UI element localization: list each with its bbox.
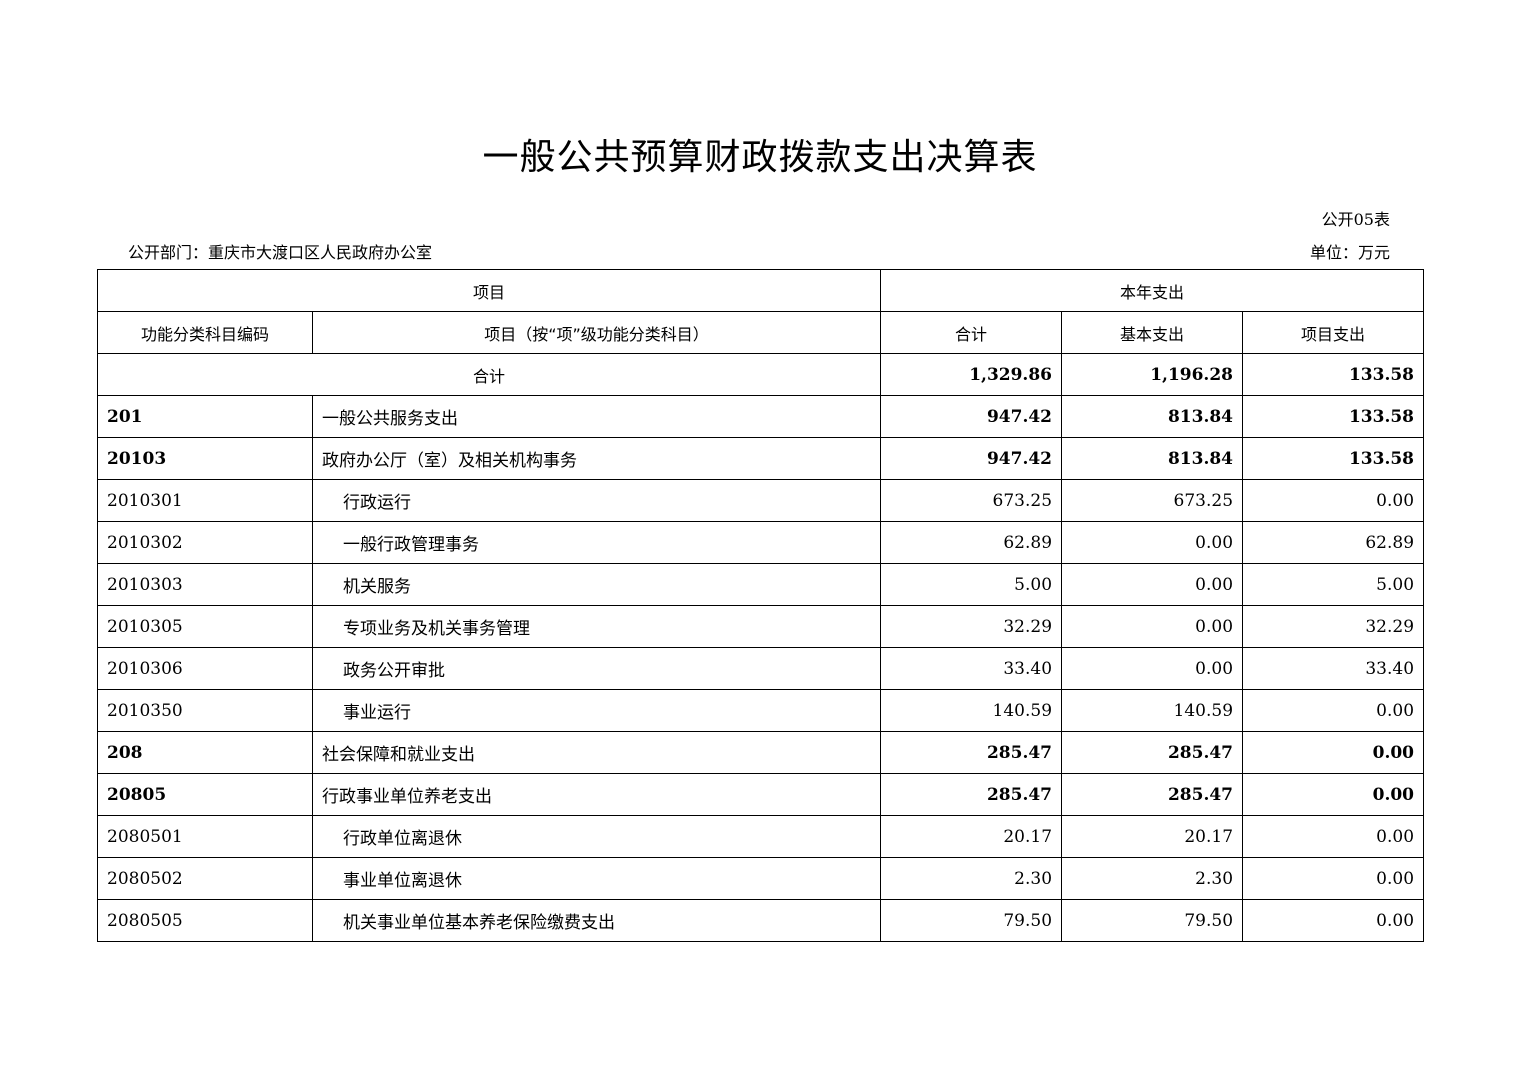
row-project: 133.58: [1242, 395, 1425, 438]
row-total: 285.47: [880, 731, 1063, 774]
table-row: 2080501 行政单位离退休 20.17 20.17 0.00: [97, 815, 1425, 858]
row-project: 0.00: [1242, 773, 1425, 816]
row-name: 机关事业单位基本养老保险缴费支出: [311, 899, 882, 942]
header-item: 项目（按“项”级功能分类科目）: [311, 311, 882, 354]
row-basic: 0.00: [1061, 647, 1244, 690]
row-basic: 140.59: [1061, 689, 1244, 732]
row-basic: 285.47: [1061, 773, 1244, 816]
row-project: 0.00: [1242, 857, 1425, 900]
row-total: 20.17: [880, 815, 1063, 858]
table-row: 20805 行政事业单位养老支出 285.47 285.47 0.00: [97, 773, 1425, 816]
unit-label: 单位：万元: [1309, 243, 1390, 262]
row-basic: 20.17: [1061, 815, 1244, 858]
row-basic: 813.84: [1061, 437, 1244, 480]
row-basic: 0.00: [1061, 563, 1244, 606]
row-code: 2080502: [97, 857, 313, 900]
row-basic: 813.84: [1061, 395, 1244, 438]
table-row: 20103 政府办公厅（室）及相关机构事务 947.42 813.84 133.58: [97, 437, 1425, 480]
row-code: 2010301: [97, 479, 313, 522]
row-name: 一般行政管理事务: [311, 521, 882, 564]
row-code: 201: [97, 395, 313, 438]
total-total: 1,329.86: [880, 353, 1063, 396]
table-row: 2080502 事业单位离退休 2.30 2.30 0.00: [97, 857, 1425, 900]
table-row: 2010301 行政运行 673.25 673.25 0.00: [97, 479, 1425, 522]
row-basic: 285.47: [1061, 731, 1244, 774]
row-total: 32.29: [880, 605, 1063, 648]
table-row: 2010302 一般行政管理事务 62.89 0.00 62.89: [97, 521, 1425, 564]
row-code: 20103: [97, 437, 313, 480]
header-row-2: 功能分类科目编码 项目（按“项”级功能分类科目） 合计 基本支出 项目支出: [97, 311, 1425, 354]
table-row: 2010305 专项业务及机关事务管理 32.29 0.00 32.29: [97, 605, 1425, 648]
row-total: 673.25: [880, 479, 1063, 522]
header-project: 项目: [96, 269, 882, 312]
total-label: 合计: [96, 353, 882, 396]
table-row: 201 一般公共服务支出 947.42 813.84 133.58: [97, 395, 1425, 438]
row-total: 2.30: [880, 857, 1063, 900]
row-total: 62.89: [880, 521, 1063, 564]
row-name: 行政单位离退休: [311, 815, 882, 858]
header-row-1: 项目 本年支出: [96, 269, 1425, 312]
row-project: 133.58: [1242, 437, 1425, 480]
row-total: 285.47: [880, 773, 1063, 816]
row-basic: 79.50: [1061, 899, 1244, 942]
header-code: 功能分类科目编码: [97, 311, 313, 354]
row-name: 机关服务: [311, 563, 882, 606]
row-total: 947.42: [880, 395, 1063, 438]
total-row: 合计 1,329.86 1,196.28 133.58: [96, 353, 1425, 396]
row-project: 5.00: [1242, 563, 1425, 606]
row-project: 0.00: [1242, 899, 1425, 942]
row-project: 0.00: [1242, 479, 1425, 522]
row-code: 2010350: [97, 689, 313, 732]
row-basic: 0.00: [1061, 605, 1244, 648]
row-code: 208: [97, 731, 313, 774]
header-basic: 基本支出: [1061, 311, 1244, 354]
row-name: 事业运行: [311, 689, 882, 732]
table-row: 2010306 政务公开审批 33.40 0.00 33.40: [97, 647, 1425, 690]
row-code: 2010306: [97, 647, 313, 690]
page-title: 一般公共预算财政拨款支出决算表: [482, 137, 1038, 178]
department: 公开部门：重庆市大渡口区人民政府办公室: [128, 243, 433, 262]
header-total: 合计: [880, 311, 1063, 354]
row-project: 0.00: [1242, 815, 1425, 858]
row-code: 2010302: [97, 521, 313, 564]
table-row: 2010350 事业运行 140.59 140.59 0.00: [97, 689, 1425, 732]
row-code: 2010305: [97, 605, 313, 648]
row-project: 0.00: [1242, 731, 1425, 774]
row-name: 一般公共服务支出: [311, 395, 882, 438]
expenditure-table: 项目 本年支出 功能分类科目编码 项目（按“项”级功能分类科目） 合计 基本支出…: [96, 269, 1425, 942]
header-current-year: 本年支出: [880, 269, 1425, 312]
row-total: 140.59: [880, 689, 1063, 732]
row-basic: 673.25: [1061, 479, 1244, 522]
row-total: 33.40: [880, 647, 1063, 690]
table-row: 2080505 机关事业单位基本养老保险缴费支出 79.50 79.50 0.00: [97, 899, 1425, 942]
row-name: 行政事业单位养老支出: [311, 773, 882, 816]
row-name: 专项业务及机关事务管理: [311, 605, 882, 648]
row-total: 79.50: [880, 899, 1063, 942]
row-name: 政府办公厅（室）及相关机构事务: [311, 437, 882, 480]
total-basic: 1,196.28: [1061, 353, 1244, 396]
row-total: 947.42: [880, 437, 1063, 480]
form-number: 公开05表: [1321, 210, 1390, 229]
row-project: 62.89: [1242, 521, 1425, 564]
total-project: 133.58: [1242, 353, 1425, 396]
row-project: 0.00: [1242, 689, 1425, 732]
row-name: 政务公开审批: [311, 647, 882, 690]
row-code: 2010303: [97, 563, 313, 606]
row-name: 社会保障和就业支出: [311, 731, 882, 774]
row-name: 行政运行: [311, 479, 882, 522]
row-code: 2080505: [97, 899, 313, 942]
row-basic: 0.00: [1061, 521, 1244, 564]
row-total: 5.00: [880, 563, 1063, 606]
row-name: 事业单位离退休: [311, 857, 882, 900]
header-project-exp: 项目支出: [1242, 311, 1425, 354]
table-row: 2010303 机关服务 5.00 0.00 5.00: [97, 563, 1425, 606]
table-row: 208 社会保障和就业支出 285.47 285.47 0.00: [97, 731, 1425, 774]
row-code: 2080501: [97, 815, 313, 858]
row-project: 32.29: [1242, 605, 1425, 648]
row-basic: 2.30: [1061, 857, 1244, 900]
row-project: 33.40: [1242, 647, 1425, 690]
row-code: 20805: [97, 773, 313, 816]
